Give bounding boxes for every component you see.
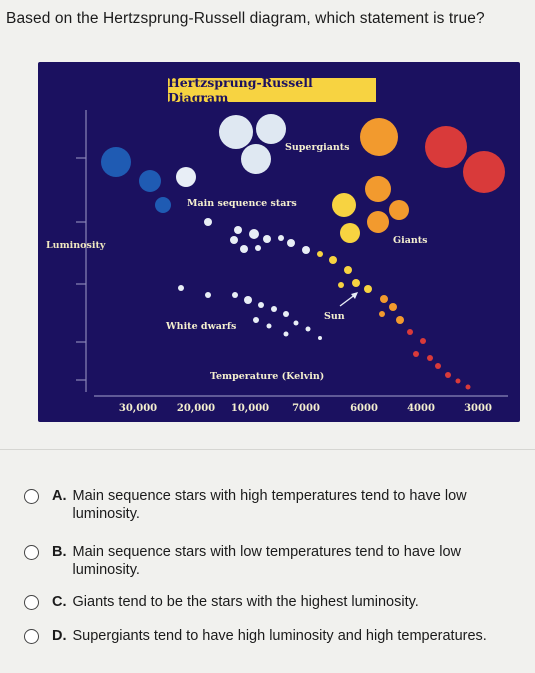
temperature-tick-label: 10,000 [230, 403, 270, 414]
supergiant-star-blue [101, 147, 131, 177]
white-dwarf-star [293, 320, 299, 326]
main-sequence-star [407, 329, 413, 335]
luminosity-label: Luminosity [46, 240, 106, 251]
temperature-tick-label: 7000 [292, 403, 320, 414]
temperature-tick-label: 30,000 [118, 403, 158, 414]
white-dwarf-star [232, 292, 238, 298]
white-dwarf-star [283, 311, 289, 317]
option-a[interactable]: A. Main sequence stars with high tempera… [24, 487, 524, 523]
temperature-tick-label: 6000 [350, 403, 378, 414]
supergiant-star-white [256, 114, 286, 144]
white-dwarf-star [318, 336, 322, 340]
option-d[interactable]: D. Supergiants tend to have high luminos… [24, 627, 524, 645]
main-sequence-star [420, 338, 426, 344]
option-b[interactable]: B. Main sequence stars with low temperat… [24, 543, 524, 579]
sun-arrowhead [351, 292, 358, 299]
temperature-tick-label: 3000 [464, 403, 492, 414]
main-sequence-star [302, 246, 310, 254]
main-sequence-star [317, 251, 323, 257]
hr-diagram: Hertzsprung-Russell Diagram Supergiants … [38, 62, 520, 422]
main-sequence-star [379, 311, 385, 317]
white-dwarf-star [271, 306, 277, 312]
main-sequence-star [255, 245, 261, 251]
main-sequence-star [380, 295, 388, 303]
temperature-tick-label: 4000 [407, 403, 435, 414]
main-sequence-star [204, 218, 212, 226]
main-sequence-star [278, 235, 284, 241]
option-text: Main sequence stars with low temperature… [72, 544, 461, 578]
main-sequence-star [389, 303, 397, 311]
supergiant-star-orange [360, 118, 398, 156]
supergiant-star-white [219, 115, 253, 149]
option-letter: B. [52, 544, 67, 560]
white-dwarf-star [244, 296, 252, 304]
divider [0, 449, 535, 450]
giant-star-orange [365, 176, 391, 202]
option-text: Supergiants tend to have high luminosity… [72, 628, 487, 644]
option-letter: D. [52, 628, 67, 644]
white-dwarf-star [266, 323, 272, 329]
supergiant-star-red [463, 151, 505, 193]
main-sequence-star [413, 351, 419, 357]
main-sequence-star [240, 245, 248, 253]
main-sequence-star [364, 285, 372, 293]
white-dwarf-star [178, 285, 184, 291]
hr-diagram-stars [76, 110, 508, 397]
giant-star-orange [367, 211, 389, 233]
main-sequence-star [155, 197, 171, 213]
giant-star-yellow [340, 223, 360, 243]
main-sequence-star [263, 235, 271, 243]
giant-star-yellow [332, 193, 356, 217]
main-sequence-star [435, 363, 441, 369]
main-sequence-star [139, 170, 161, 192]
white-dwarf-star [258, 302, 264, 308]
option-letter: C. [52, 594, 67, 610]
main-sequence-star [352, 279, 360, 287]
temperature-axis-label: Temperature (Kelvin) [210, 371, 325, 382]
white-dwarf-star [305, 326, 311, 332]
option-text: Giants tend to be the stars with the hig… [72, 594, 419, 610]
supergiant-star-red [425, 126, 467, 168]
main-sequence-label: Main sequence stars [187, 198, 297, 209]
giants-label: Giants [393, 235, 428, 246]
main-sequence-star [396, 316, 404, 324]
white-dwarf-star [253, 317, 259, 323]
main-sequence-star [249, 229, 259, 239]
main-sequence-star [287, 239, 295, 247]
question-text: Based on the Hertzsprung-Russell diagram… [6, 10, 485, 27]
sun-label: Sun [324, 311, 345, 322]
main-sequence-star [234, 226, 242, 234]
main-sequence-star [338, 282, 344, 288]
radio-button[interactable] [24, 545, 39, 560]
main-sequence-star [455, 378, 461, 384]
radio-button[interactable] [24, 629, 39, 644]
main-sequence-star [445, 372, 451, 378]
white-dwarf-star [283, 331, 289, 337]
main-sequence-star [176, 167, 196, 187]
option-letter: A. [52, 488, 67, 504]
radio-button[interactable] [24, 595, 39, 610]
main-sequence-star [427, 355, 433, 361]
main-sequence-star [344, 266, 352, 274]
temperature-tick-label: 20,000 [176, 403, 216, 414]
supergiants-label: Supergiants [285, 142, 350, 153]
main-sequence-star [230, 236, 238, 244]
main-sequence-star [465, 384, 471, 390]
option-text: Main sequence stars with high temperatur… [72, 488, 467, 522]
white-dwarf-star [205, 292, 211, 298]
white-dwarfs-label: White dwarfs [166, 321, 237, 332]
main-sequence-star [329, 256, 337, 264]
diagram-title: Hertzsprung-Russell Diagram [168, 75, 376, 105]
giant-star-orange [389, 200, 409, 220]
radio-button[interactable] [24, 489, 39, 504]
supergiant-star-white [241, 144, 271, 174]
option-c[interactable]: C. Giants tend to be the stars with the … [24, 593, 524, 611]
